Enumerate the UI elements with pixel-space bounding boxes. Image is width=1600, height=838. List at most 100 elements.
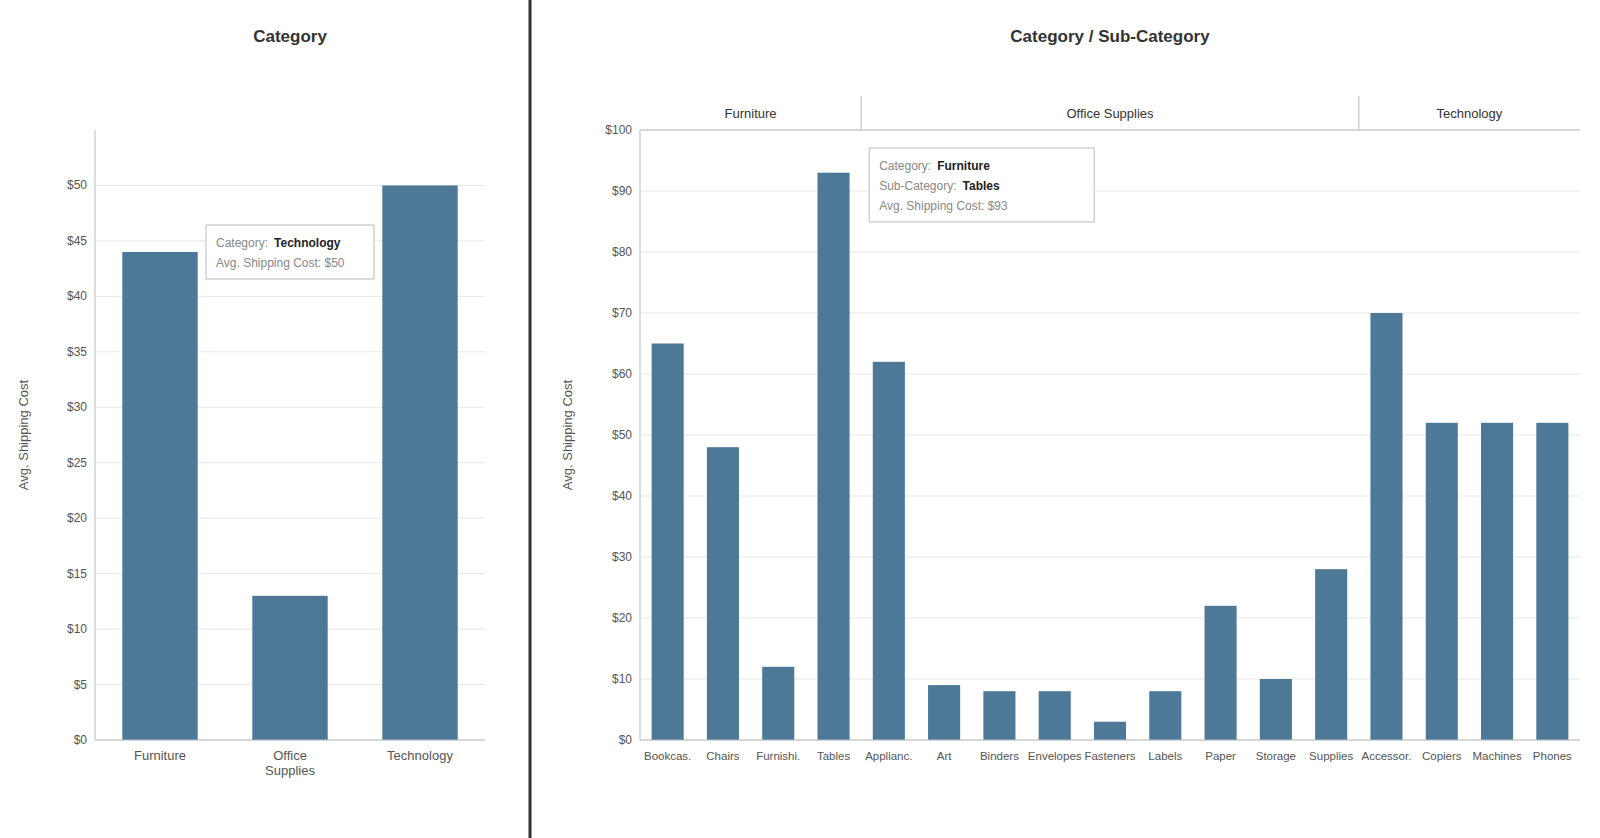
x-tick-label-line: Furniture [134, 748, 186, 763]
y-tick-label: $80 [612, 245, 632, 259]
x-tick-label-line: Storage [1256, 750, 1296, 762]
bar [983, 691, 1015, 740]
y-axis-line [640, 130, 641, 740]
bars [652, 173, 1569, 740]
y-axis-label: Avg. Shipping Cost [16, 379, 31, 490]
y-tick-label: $20 [67, 511, 87, 525]
tooltip-box [206, 225, 374, 279]
x-tick-label: Applianc. [865, 750, 912, 762]
bar [1094, 722, 1126, 740]
x-tick-label-line: Furnishi. [756, 750, 800, 762]
x-tick-label: Storage [1256, 750, 1296, 762]
x-tick-label: Accessor. [1362, 750, 1412, 762]
x-tick-label: Copiers [1422, 750, 1462, 762]
grid-line [640, 740, 1580, 741]
x-tick-label-line: Applianc. [865, 750, 912, 762]
grid-line [95, 740, 485, 741]
chart-page: Category Avg. Shipping Cost $0 $5 $10 $15 $20 $… [0, 0, 1600, 838]
group-header-rule [640, 130, 1580, 131]
x-tick-label: Phones [1533, 750, 1572, 762]
bar-chart: Category / Sub-Category Avg. Shipping Cos… [560, 27, 1580, 762]
x-tick-label-line: Art [937, 750, 953, 762]
y-tick-label: $50 [612, 428, 632, 442]
y-tick-label: $100 [605, 123, 632, 137]
x-tick-label: Machines [1472, 750, 1521, 762]
y-axis-label: Avg. Shipping Cost [560, 379, 575, 490]
x-tick-label-line: Accessor. [1362, 750, 1412, 762]
x-tick-label-line: Technology [387, 748, 453, 763]
y-tick-label: $10 [67, 622, 87, 636]
x-tick-label: Technology [387, 748, 453, 763]
y-tick-label: $70 [612, 306, 632, 320]
bar [928, 685, 960, 740]
x-tick-label-line: Chairs [706, 750, 739, 762]
x-tick-label: Envelopes [1028, 750, 1082, 762]
y-tick-label: $60 [612, 367, 632, 381]
bar [1481, 423, 1513, 740]
x-tick-label: Labels [1148, 750, 1182, 762]
x-tick-label-line: Fasteners [1084, 750, 1135, 762]
x-tick-label-line: Office [273, 748, 307, 763]
tooltip-label: Sub-Category: [879, 179, 956, 193]
y-axis-line [95, 130, 96, 740]
x-tick-label: Art [937, 750, 953, 762]
grid-line [640, 252, 1580, 253]
x-tick-label: OfficeSupplies [265, 748, 315, 778]
bar [1315, 569, 1347, 740]
grid-line [640, 374, 1580, 375]
bar [1039, 691, 1071, 740]
x-axis-line [95, 740, 485, 741]
x-tick-label: Tables [817, 750, 850, 762]
bar [707, 447, 739, 740]
bar [252, 596, 327, 740]
x-tick-label-line: Machines [1472, 750, 1521, 762]
y-tick-label: $90 [612, 184, 632, 198]
x-tick-label: Furnishi. [756, 750, 800, 762]
tooltip-label: Category: [216, 236, 268, 250]
x-axis-line [640, 740, 1580, 741]
y-tick-label: $20 [612, 611, 632, 625]
group-divider [1358, 96, 1359, 130]
y-tick-label: $0 [74, 733, 88, 747]
x-tick-label-line: Bookcas. [644, 750, 691, 762]
y-tick-label: $45 [67, 234, 87, 248]
x-tick-label-line: Binders [980, 750, 1019, 762]
y-tick-label: $50 [67, 178, 87, 192]
grid [95, 185, 485, 740]
y-tick-label: $35 [67, 345, 87, 359]
tooltip: Category:FurnitureSub-Category:TablesAvg… [869, 148, 1094, 222]
tooltip-box [869, 148, 1094, 222]
y-tick-label: $25 [67, 456, 87, 470]
grid-line [640, 130, 1580, 131]
bar [762, 667, 794, 740]
bar [1205, 606, 1237, 740]
x-tick-label-line: Labels [1148, 750, 1182, 762]
bar [1536, 423, 1568, 740]
y-tick-label: $0 [619, 733, 633, 747]
y-tick-label: $15 [67, 567, 87, 581]
bar [1149, 691, 1181, 740]
x-tick-label-line: Phones [1533, 750, 1572, 762]
group-divider [861, 96, 862, 130]
bar [1370, 313, 1402, 740]
x-tick-label: Paper [1205, 750, 1236, 762]
y-tick-label: $30 [612, 550, 632, 564]
chart-title: Category [253, 27, 327, 46]
group-label: Technology [1437, 106, 1503, 121]
x-tick-label: Chairs [706, 750, 739, 762]
y-tick-label: $40 [612, 489, 632, 503]
tooltip-label: Category: [879, 159, 931, 173]
tooltip-label: Avg. Shipping Cost: $50 [216, 256, 345, 270]
x-tick-label: Binders [980, 750, 1019, 762]
x-tick-label-line: Paper [1205, 750, 1236, 762]
chart-title: Category / Sub-Category [1010, 27, 1210, 46]
x-tick-label: Furniture [134, 748, 186, 763]
bar [652, 344, 684, 741]
x-tick-label: Fasteners [1084, 750, 1135, 762]
tooltip-label: Avg. Shipping Cost: $93 [879, 199, 1008, 213]
y-tick-label: $5 [74, 678, 88, 692]
bar [382, 185, 457, 740]
grid-line [640, 313, 1580, 314]
y-tick-label: $30 [67, 400, 87, 414]
tooltip: Category:TechnologyAvg. Shipping Cost: $… [206, 225, 374, 279]
